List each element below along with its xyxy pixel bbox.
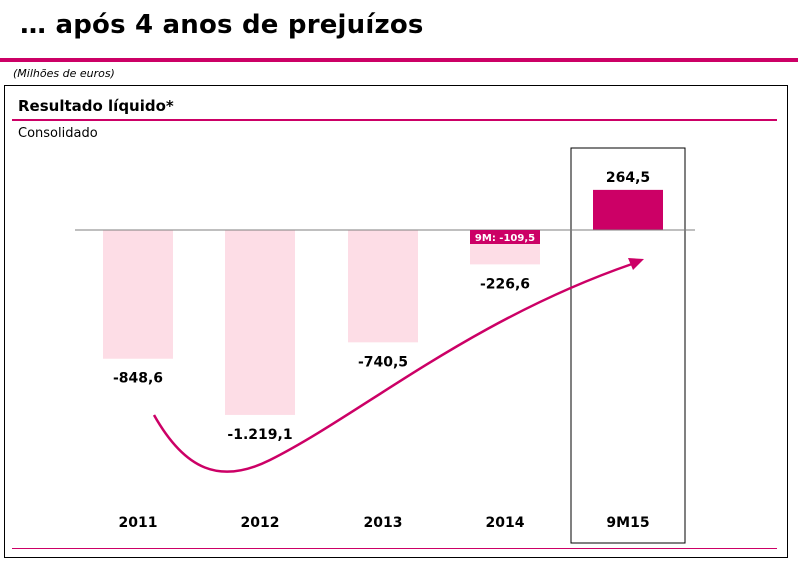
bar-2011 [103, 230, 173, 359]
value-label-2013: -740,5 [358, 354, 408, 370]
value-label-2011: -848,6 [113, 371, 163, 387]
units-note: (Milhões de euros) [13, 67, 115, 80]
annotation-label: 9M: -109,5 [475, 233, 535, 244]
chart-bottom-divider [12, 548, 777, 549]
trend-arrow-line [152, 262, 633, 473]
value-label-2012: -1.219,1 [227, 427, 292, 443]
value-label-9m15: 264,5 [606, 170, 650, 186]
trend-arrow-head [628, 258, 644, 270]
category-label-2013: 2013 [364, 515, 403, 531]
chart-subtitle: Consolidado [18, 126, 98, 141]
bar-2013 [348, 230, 418, 343]
category-label-2011: 2011 [119, 515, 158, 531]
highlight-box [570, 147, 686, 544]
annotation-badge [470, 230, 540, 244]
chart-title-divider [12, 119, 777, 121]
bar-2012 [225, 230, 295, 415]
category-label-9m15: 9M15 [606, 515, 649, 531]
chart-frame [4, 85, 788, 558]
category-label-2012: 2012 [241, 515, 280, 531]
page-title: … após 4 anos de prejuízos [20, 10, 424, 40]
chart-title: Resultado líquido* [18, 97, 174, 115]
bar-9m15 [593, 189, 663, 230]
title-divider [0, 58, 798, 62]
value-label-2014: -226,6 [480, 276, 530, 292]
category-label-2014: 2014 [486, 515, 525, 531]
